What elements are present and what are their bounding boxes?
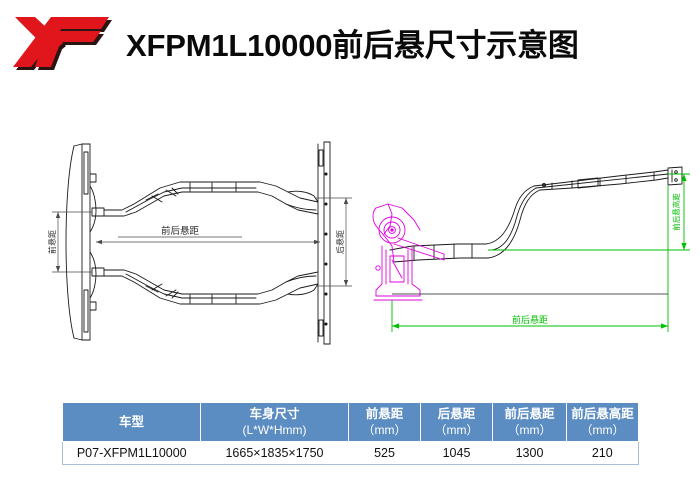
drawing-area: 前悬距 前后悬距 后悬距 xyxy=(0,90,700,390)
column-header-front-rear-height: 前后悬高距 （mm） xyxy=(566,402,639,442)
table-row: P07-XFPM1L10000 1665×1835×1750 525 1045 … xyxy=(62,441,639,465)
column-header-model-label: 车型 xyxy=(118,415,144,429)
side-view-height-label: 前后悬高距 xyxy=(671,193,681,231)
column-header-front-overhang: 前悬距 （mm） xyxy=(348,402,421,442)
column-header-body-dims-label: 车身尺寸 xyxy=(249,407,300,421)
spec-table-container: 车型 车身尺寸 (L*W*Hmm) 前悬距 （mm） 后悬距 （mm） 前后悬距… xyxy=(62,402,639,465)
column-header-rear-overhang: 后悬距 （mm） xyxy=(420,402,493,442)
page-title: XFPM1L10000前后悬尺寸示意图 xyxy=(126,28,579,63)
column-header-front-overhang-unit: （mm） xyxy=(362,423,407,437)
column-header-front-rear-height-unit: （mm） xyxy=(580,423,625,437)
top-view-front-track-label: 前悬距 xyxy=(47,230,57,254)
xf-logo xyxy=(8,8,120,76)
spec-table: 车型 车身尺寸 (L*W*Hmm) 前悬距 （mm） 后悬距 （mm） 前后悬距… xyxy=(62,402,639,465)
chassis-top-view: 前悬距 前后悬距 后悬距 xyxy=(30,130,360,355)
top-view-rear-track-label: 后悬距 xyxy=(335,230,345,254)
cell-rear-overhang: 1045 xyxy=(420,441,493,465)
column-header-front-rear-overhang-unit: （mm） xyxy=(507,423,552,437)
cell-front-rear-overhang: 1300 xyxy=(492,441,567,465)
page-header: XFPM1L10000前后悬尺寸示意图 xyxy=(0,0,700,84)
cell-model: P07-XFPM1L10000 xyxy=(62,441,201,465)
column-header-rear-overhang-label: 后悬距 xyxy=(437,407,476,421)
side-view-overall-label: 前后悬距 xyxy=(512,314,548,325)
column-header-model: 车型 xyxy=(62,402,201,442)
chassis-side-view: 前后悬距 前后悬高距 xyxy=(368,150,694,350)
column-header-front-rear-height-label: 前后悬高距 xyxy=(571,407,634,421)
column-header-front-rear-overhang: 前后悬距 （mm） xyxy=(492,402,567,442)
column-header-front-overhang-label: 前悬距 xyxy=(365,407,404,421)
spec-table-header-row: 车型 车身尺寸 (L*W*Hmm) 前悬距 （mm） 后悬距 （mm） 前后悬距… xyxy=(62,402,639,442)
column-header-front-rear-overhang-label: 前后悬距 xyxy=(504,407,555,421)
chassis-top-view-svg: 前悬距 前后悬距 后悬距 xyxy=(47,141,352,345)
column-header-body-dims-unit: (L*W*Hmm) xyxy=(242,423,307,437)
cell-front-rear-height: 210 xyxy=(566,441,639,465)
column-header-rear-overhang-unit: （mm） xyxy=(434,423,479,437)
column-header-body-dims: 车身尺寸 (L*W*Hmm) xyxy=(200,402,349,442)
cell-body-dims: 1665×1835×1750 xyxy=(200,441,349,465)
xf-logo-svg xyxy=(13,17,112,70)
cell-front-overhang: 525 xyxy=(348,441,421,465)
chassis-side-view-svg: 前后悬距 前后悬高距 xyxy=(372,166,690,332)
top-view-wheelbase-label: 前后悬距 xyxy=(161,225,200,237)
